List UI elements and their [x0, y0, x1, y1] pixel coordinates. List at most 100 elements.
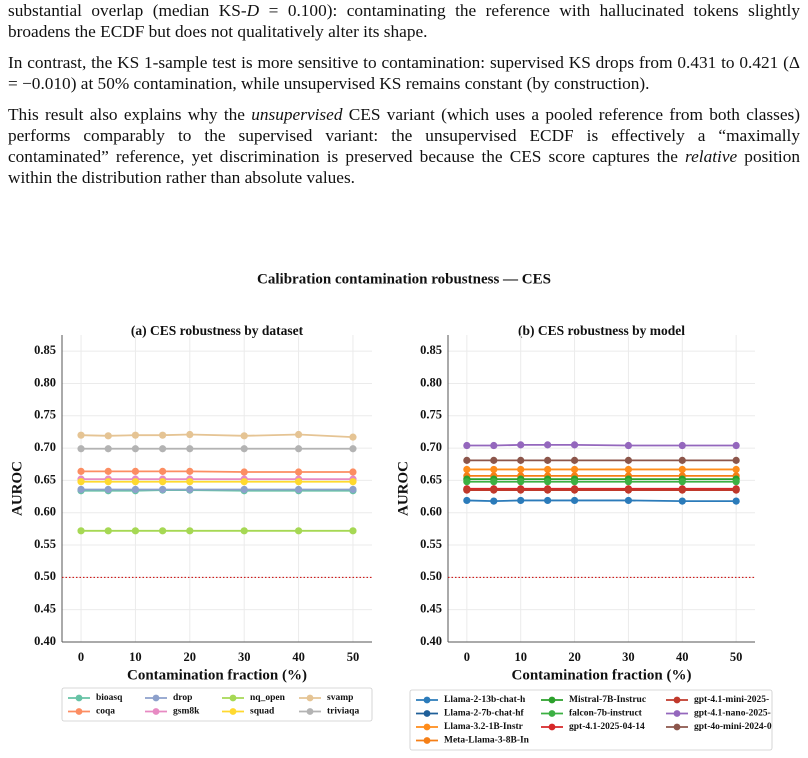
legend-swatch [152, 694, 160, 702]
data-point [294, 430, 303, 439]
data-point [349, 478, 357, 486]
data-point [570, 486, 579, 494]
data-point [104, 478, 112, 486]
figure-title: Calibration contamination robustness — C… [257, 271, 551, 287]
data-point [349, 485, 357, 494]
data-point [544, 486, 552, 494]
legend-swatch [152, 708, 160, 715]
text-run: position within the distribution rather … [8, 147, 800, 187]
y-tick-label: 0.70 [420, 440, 442, 454]
y-tick-label: 0.40 [34, 634, 56, 648]
data-point [240, 527, 248, 535]
data-point [732, 465, 740, 474]
data-point [570, 478, 579, 486]
data-point [490, 486, 498, 494]
data-point [517, 496, 525, 505]
y-axis-label: AUROC [395, 461, 411, 516]
data-point [624, 496, 633, 505]
data-point [678, 456, 686, 464]
data-point [732, 497, 740, 505]
data-point [624, 486, 633, 494]
x-tick-label: 0 [78, 650, 84, 664]
x-tick-label: 30 [622, 650, 635, 664]
text-run: substantial overlap (median KS- [8, 1, 247, 20]
y-tick-label: 0.65 [34, 472, 56, 486]
data-point [186, 430, 194, 439]
chart-title: (b) CES robustness by model [518, 323, 685, 338]
data-point [463, 496, 471, 505]
data-point [186, 527, 194, 535]
data-point [131, 431, 140, 439]
data-point [732, 486, 740, 494]
legend-label: gpt-4.1-nano-2025- [694, 709, 771, 719]
data-point [732, 441, 740, 450]
data-point [490, 456, 498, 464]
data-point [349, 527, 357, 535]
data-point [517, 486, 525, 494]
data-point [490, 441, 498, 450]
y-tick-label: 0.55 [34, 537, 56, 551]
paragraph: In contrast, the KS 1-sample test is mor… [8, 52, 800, 94]
data-point [463, 478, 471, 486]
y-tick-label: 0.40 [420, 634, 442, 648]
text-run: CES variant (which uses a pooled referen… [8, 105, 800, 166]
legend-swatch [423, 737, 431, 744]
data-point [104, 445, 112, 453]
data-point [104, 527, 112, 535]
data-point [159, 485, 167, 494]
data-point [104, 467, 112, 475]
data-point [186, 445, 194, 453]
text-run: relative [685, 147, 738, 166]
data-point [77, 527, 85, 535]
legend-swatch [548, 723, 556, 731]
paragraph: substantial overlap (median KS-D = 0.100… [8, 0, 800, 42]
legend-swatch [75, 708, 83, 715]
data-point [159, 467, 167, 475]
data-point [77, 478, 85, 486]
legend-box [61, 687, 373, 722]
data-point [240, 485, 248, 494]
paragraph: This result also explains why the unsupe… [8, 104, 800, 188]
y-tick-label: 0.80 [34, 375, 56, 389]
data-point [77, 445, 85, 453]
legend-label: gpt-4.1-mini-2025- [694, 695, 769, 705]
legend-label: triviaqa [327, 707, 359, 717]
data-point [624, 478, 633, 486]
legend-label: gsm8k [173, 707, 200, 717]
data-point [104, 432, 112, 440]
data-point [463, 441, 471, 450]
data-point [517, 441, 525, 449]
data-point [104, 485, 112, 494]
data-point [240, 432, 248, 440]
data-point [159, 527, 167, 535]
data-point [349, 468, 357, 476]
legend-swatch [673, 710, 681, 717]
legend-swatch [423, 696, 431, 704]
data-point [732, 478, 740, 486]
text-run: This result also explains why the [8, 105, 252, 124]
data-point [131, 445, 140, 453]
legend-swatch [673, 696, 681, 704]
y-tick-label: 0.85 [34, 343, 56, 357]
data-point [624, 465, 633, 474]
data-point [463, 456, 471, 464]
y-tick-label: 0.50 [34, 569, 56, 583]
data-point [159, 431, 167, 439]
y-tick-label: 0.70 [34, 440, 56, 454]
y-tick-label: 0.75 [420, 408, 442, 422]
x-tick-label: 40 [292, 650, 305, 664]
legend-swatch [548, 710, 556, 717]
x-tick-label: 10 [514, 650, 527, 664]
legend-label: drop [173, 693, 192, 703]
x-tick-label: 30 [238, 650, 251, 664]
data-point [131, 527, 140, 535]
y-tick-label: 0.85 [420, 343, 442, 357]
data-point [544, 441, 552, 449]
data-point [570, 465, 579, 474]
legend-label: Llama-3.2-1B-Instr [444, 722, 524, 732]
y-tick-label: 0.60 [34, 505, 56, 519]
legend-label: falcon-7b-instruct [569, 709, 643, 719]
data-point [294, 485, 303, 494]
